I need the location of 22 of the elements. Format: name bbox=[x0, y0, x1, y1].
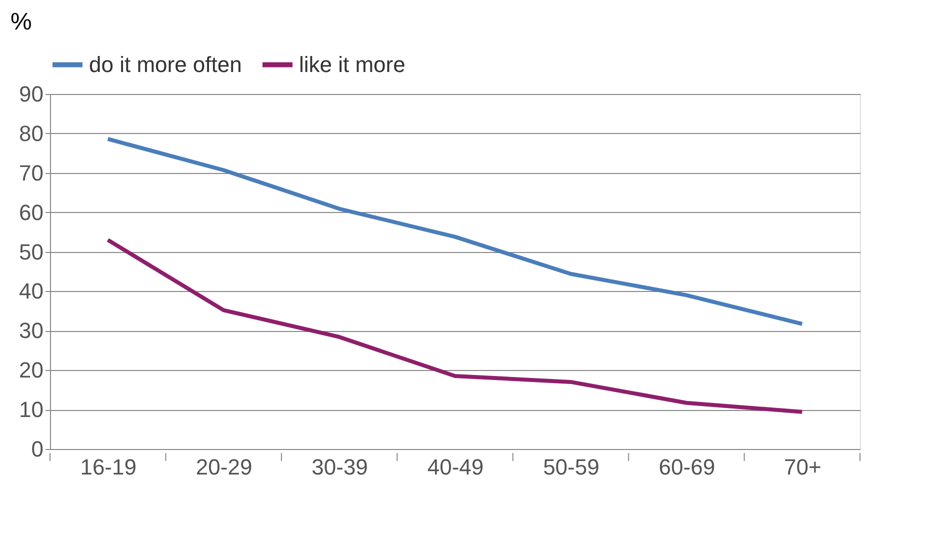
y-tick-label: 30 bbox=[19, 318, 44, 344]
legend-label: like it more bbox=[299, 52, 406, 77]
y-tick-label: 20 bbox=[19, 358, 44, 383]
y-tick-label: 50 bbox=[19, 239, 44, 264]
y-tick-label: 40 bbox=[19, 278, 44, 304]
x-tick-label: 60-69 bbox=[658, 454, 716, 480]
line-series bbox=[106, 136, 804, 326]
y-tick-label: 0 bbox=[31, 436, 44, 462]
x-tick-label: 30-39 bbox=[312, 454, 368, 480]
x-tick-label: 20-29 bbox=[196, 454, 252, 480]
y-tick-label: 10 bbox=[19, 397, 44, 422]
y-tick-label: 70 bbox=[19, 160, 44, 186]
x-tick-label: 16-19 bbox=[80, 454, 136, 480]
y-axis-title: % bbox=[10, 8, 32, 36]
x-tick-label: 40-49 bbox=[427, 454, 484, 480]
x-tick-label: 50-59 bbox=[543, 454, 600, 480]
x-tick-label: 70+ bbox=[784, 454, 822, 480]
y-tick-label: 90 bbox=[19, 82, 44, 106]
legend-label: do it more often bbox=[89, 52, 242, 77]
line-series bbox=[106, 238, 804, 414]
y-tick-label: 60 bbox=[19, 200, 44, 225]
y-tick-label: 80 bbox=[19, 120, 44, 146]
